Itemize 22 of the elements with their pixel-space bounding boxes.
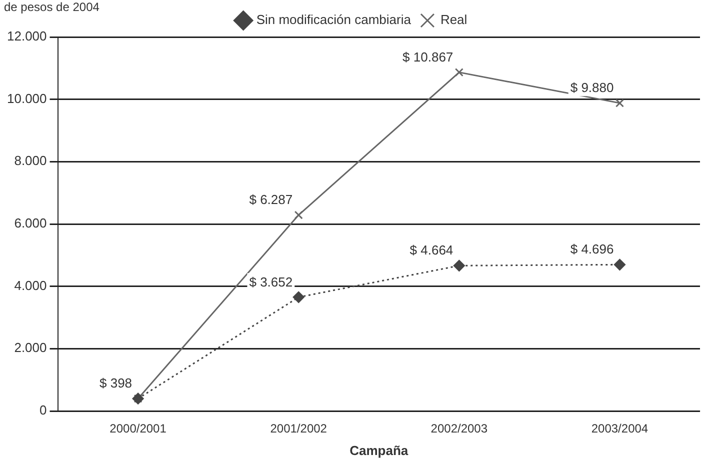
y-tick-label: 12.000 [6,28,47,44]
data-label: $ 4.664 [410,242,454,258]
y-tick-label: 10.000 [6,90,47,106]
data-label: $ 9.880 [570,80,614,96]
data-label: $ 3.652 [249,274,293,290]
x-tick-label: 2001/2002 [270,422,328,436]
x-tick-label: 2003/2004 [591,422,648,436]
x-tick-label: 2000/2001 [110,422,167,436]
y-tick-label: 4.000 [14,278,47,293]
legend-label: Real [440,12,468,28]
data-label: $ 10.867 [402,49,454,64]
data-label: $ 398 [100,376,132,391]
y-tick-label: 6.000 [14,216,47,231]
legend-label: Sin modificación cambiaria [256,12,412,28]
x-axis-title: Campaña [350,442,409,458]
data-label: $ 6.287 [249,192,293,208]
y-tick-label: 8.000 [14,153,47,168]
y-tick-label: 0 [40,402,47,418]
x-tick-label: 2002/2003 [430,422,488,436]
data-label: $ 4.696 [570,242,614,257]
y-axis-title: de pesos de 2004 [4,0,100,14]
y-tick-label: 2.000 [14,340,47,356]
